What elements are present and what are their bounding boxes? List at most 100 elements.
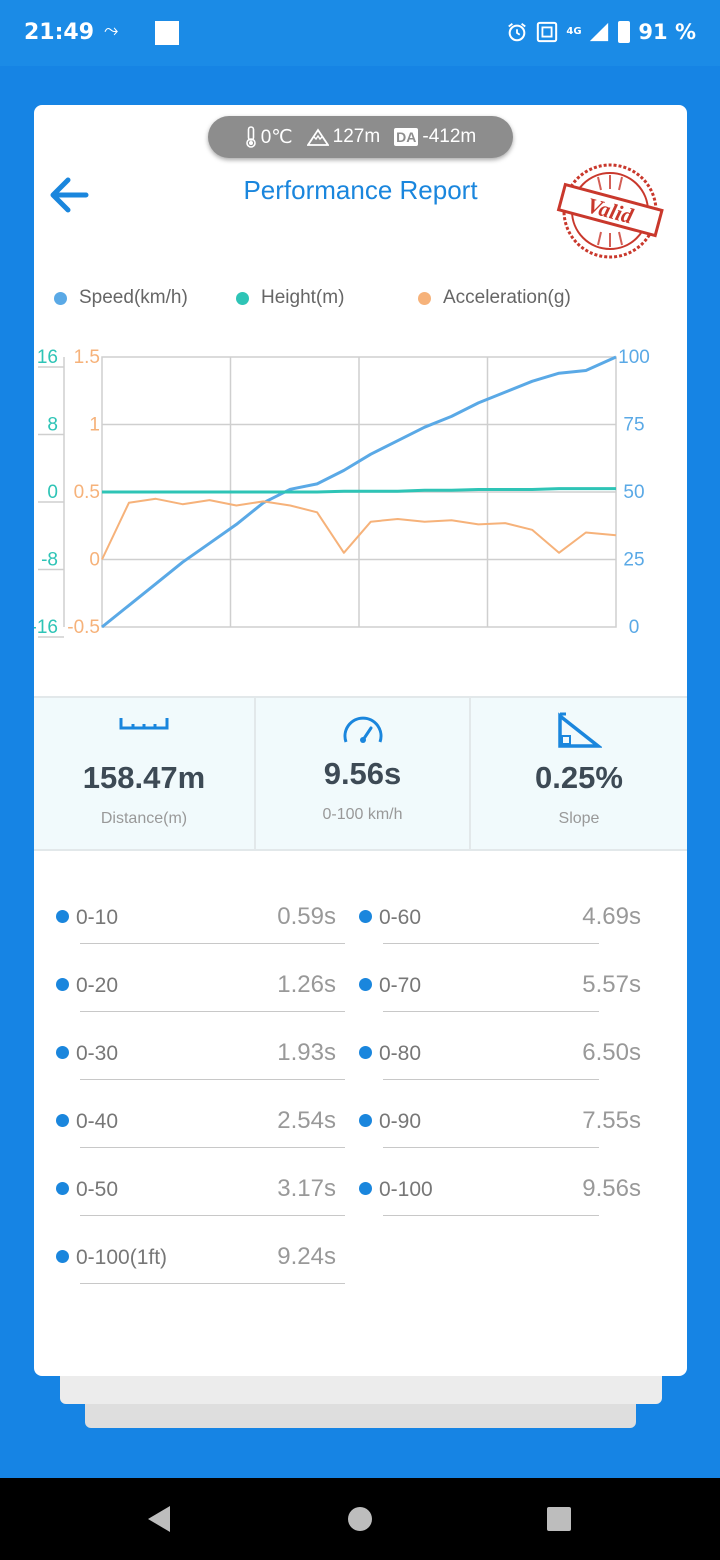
tick-label-height: 16 <box>37 347 58 368</box>
tick-label-height: -16 <box>34 617 58 638</box>
split-label: 0-10 <box>76 906 119 929</box>
tick-label-speed: 75 <box>623 415 644 436</box>
split-bullet-icon <box>56 1046 69 1059</box>
split-label: 0-30 <box>76 1042 119 1065</box>
tick-label-acceleration: 1 <box>89 415 100 436</box>
split-value: 5.57s <box>582 971 641 998</box>
alarm-icon <box>508 23 527 42</box>
split-value: 2.54s <box>277 1107 336 1134</box>
series-line <box>102 487 616 494</box>
split-divider <box>80 1283 345 1284</box>
wifi-calling-icon: ⤳ <box>104 20 119 41</box>
split-row: 0-100 9.56s <box>357 1148 657 1216</box>
environment-pill: 0℃ 127m DA -412m <box>208 116 513 158</box>
tick-label-acceleration: 0.5 <box>74 482 100 503</box>
split-bullet-icon <box>56 1182 69 1195</box>
report-card: 0℃ 127m DA -412m Performance Report Vali… <box>34 105 687 1376</box>
split-divider <box>80 1011 345 1012</box>
navigation-bar <box>0 1478 720 1560</box>
split-row: 0-90 7.55s <box>357 1080 657 1148</box>
split-row: 0-40 2.54s <box>54 1080 354 1148</box>
split-divider <box>80 1079 345 1080</box>
da-icon: DA <box>394 128 419 146</box>
back-arrow-icon[interactable] <box>46 173 94 217</box>
altitude-value: 127m <box>332 126 381 147</box>
density-altitude-value: -412m <box>422 126 477 147</box>
valid-stamp: Valid <box>556 163 664 259</box>
split-label: 0-100 <box>379 1178 433 1201</box>
split-value: 9.24s <box>277 1243 336 1270</box>
stat-slope: 0.25% Slope <box>471 698 687 851</box>
stamp-text: Valid <box>584 192 636 228</box>
tick-label-speed: 25 <box>623 550 644 571</box>
tick-label-height: -8 <box>41 550 58 571</box>
stat-acceleration-time: 9.56s 0-100 km/h <box>256 698 469 851</box>
mountain-icon <box>306 128 329 146</box>
split-label: 0-100(1ft) <box>76 1246 168 1269</box>
split-row: 0-100(1ft) 9.24s <box>54 1216 354 1284</box>
tick-label-acceleration: 0 <box>89 550 100 571</box>
network-type: 4G <box>566 26 582 37</box>
split-bullet-icon <box>359 910 372 923</box>
split-label: 0-80 <box>379 1042 422 1065</box>
split-value: 7.55s <box>582 1107 641 1134</box>
legend-acceleration: Acceleration(g) <box>418 287 571 309</box>
series-line <box>101 497 617 560</box>
split-label: 0-90 <box>379 1110 422 1133</box>
status-time: 21:49 <box>24 20 95 45</box>
split-value: 0.59s <box>277 903 336 930</box>
nav-home-icon[interactable] <box>347 1504 373 1534</box>
split-row: 0-70 5.57s <box>357 944 657 1012</box>
split-row: 0-80 6.50s <box>357 1012 657 1080</box>
split-row: 0-20 1.26s <box>54 944 354 1012</box>
split-value: 9.56s <box>582 1175 641 1202</box>
split-divider <box>383 1079 599 1080</box>
split-divider <box>383 943 599 944</box>
split-divider <box>383 1215 599 1216</box>
battery-icon <box>618 21 631 43</box>
tick-label-speed: 100 <box>618 347 650 368</box>
slope-icon <box>558 712 602 748</box>
split-divider <box>80 1215 345 1216</box>
split-bullet-icon <box>359 1046 372 1059</box>
tick-label-acceleration: -0.5 <box>67 617 100 638</box>
notification-icon <box>155 21 179 45</box>
split-bullet-icon <box>359 1114 372 1127</box>
split-bullet-icon <box>56 910 69 923</box>
legend-height: Height(m) <box>236 287 344 309</box>
split-bullet-icon <box>56 1114 69 1127</box>
page-title: Performance Report <box>243 175 478 205</box>
split-label: 0-20 <box>76 974 119 997</box>
split-bullet-icon <box>359 1182 372 1195</box>
temperature-value: 0℃ <box>260 126 293 148</box>
nav-recents-icon[interactable] <box>546 1504 572 1534</box>
performance-chart: 16 8 0 -8 -16 1.5 1 0.5 0 -0.5 100 75 50 25 0 <box>34 347 650 638</box>
split-label: 0-60 <box>379 906 422 929</box>
split-label: 0-70 <box>379 974 422 997</box>
split-divider <box>383 1011 599 1012</box>
battery-level: 91 % <box>638 20 696 44</box>
status-bar: 21:49 ⤳ 4G 91 % <box>0 0 720 66</box>
stat-distance: 158.47m Distance(m) <box>34 698 254 851</box>
tick-label-acceleration: 1.5 <box>74 347 100 368</box>
chart-legend: Speed(km/h) Height(m) Acceleration(g) <box>34 287 687 317</box>
split-value: 4.69s <box>582 903 641 930</box>
ruler-icon <box>119 718 169 730</box>
speedometer-icon <box>343 716 382 743</box>
split-divider <box>80 943 345 944</box>
stats-panel: 158.47m Distance(m) 9.56s 0-100 km/h 0.2… <box>34 696 687 851</box>
nav-back-icon[interactable] <box>146 1504 172 1534</box>
split-value: 6.50s <box>582 1039 641 1066</box>
split-value: 1.93s <box>277 1039 336 1066</box>
split-row: 0-10 0.59s <box>54 876 354 944</box>
split-divider <box>383 1147 599 1148</box>
status-icons: 4G 91 % <box>506 20 696 44</box>
tick-label-speed: 0 <box>629 617 640 638</box>
tick-label-height: 0 <box>47 482 58 503</box>
legend-speed: Speed(km/h) <box>54 287 188 309</box>
series-line <box>101 355 617 629</box>
split-bullet-icon <box>56 1250 69 1263</box>
tick-label-speed: 50 <box>623 482 644 503</box>
split-row: 0-50 3.17s <box>54 1148 354 1216</box>
split-divider <box>80 1147 345 1148</box>
